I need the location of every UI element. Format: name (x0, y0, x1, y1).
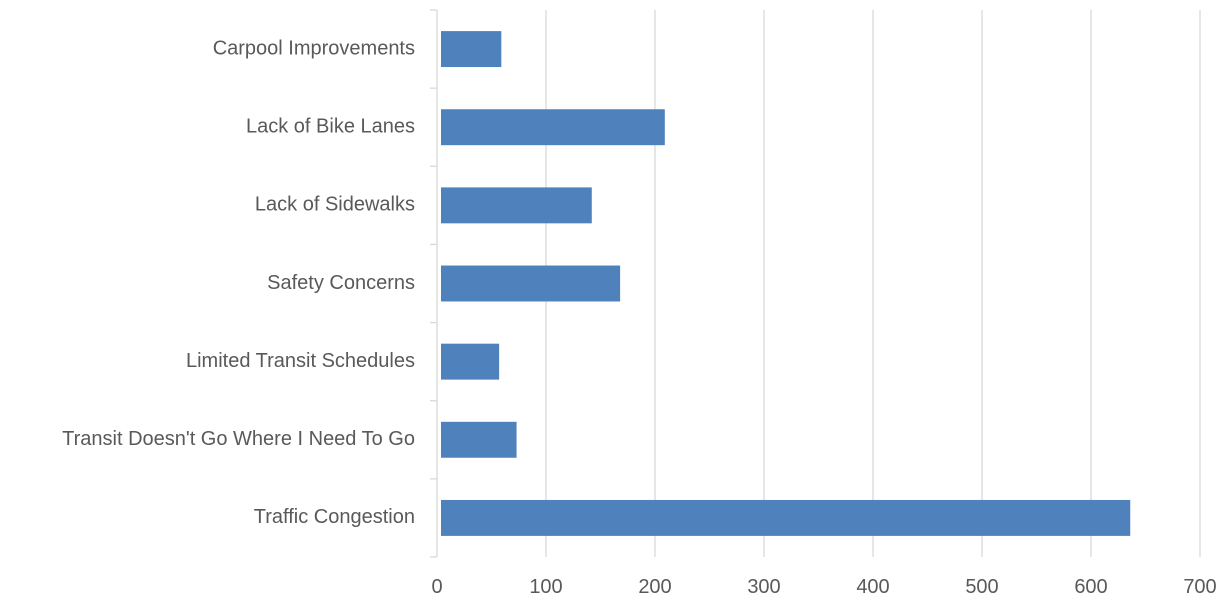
category-label-4: Lack of Sidewalks (255, 194, 415, 216)
category-label-6: Carpool Improvements (213, 37, 415, 59)
x-tick-label-400: 400 (856, 576, 889, 598)
value-axis-labels: 0 100 200 300 400 500 600 700 (431, 576, 1216, 598)
x-tick-label-300: 300 (747, 576, 780, 598)
category-label-2: Limited Transit Schedules (186, 350, 415, 372)
category-label-0: Traffic Congestion (254, 506, 415, 528)
gridlines (545, 10, 1201, 557)
category-label-3: Safety Concerns (267, 272, 415, 294)
x-tick-label-100: 100 (529, 576, 562, 598)
x-tick-label-600: 600 (1074, 576, 1107, 598)
bar-3 (441, 265, 621, 302)
bars (441, 31, 1131, 536)
bar-0 (441, 499, 1131, 536)
bar-5 (441, 109, 665, 146)
bar-4 (441, 187, 592, 224)
bar-1 (441, 421, 517, 458)
category-labels: Traffic Congestion Transit Doesn't Go Whe… (62, 37, 415, 528)
category-axis (430, 9, 438, 558)
x-tick-label-700: 700 (1183, 576, 1216, 598)
x-tick-label-500: 500 (965, 576, 998, 598)
x-tick-label-200: 200 (638, 576, 671, 598)
category-label-1: Transit Doesn't Go Where I Need To Go (62, 428, 415, 450)
bar-2 (441, 343, 500, 380)
bar-6 (441, 31, 502, 68)
x-tick-label-0: 0 (431, 576, 442, 598)
category-label-5: Lack of Bike Lanes (246, 115, 415, 137)
